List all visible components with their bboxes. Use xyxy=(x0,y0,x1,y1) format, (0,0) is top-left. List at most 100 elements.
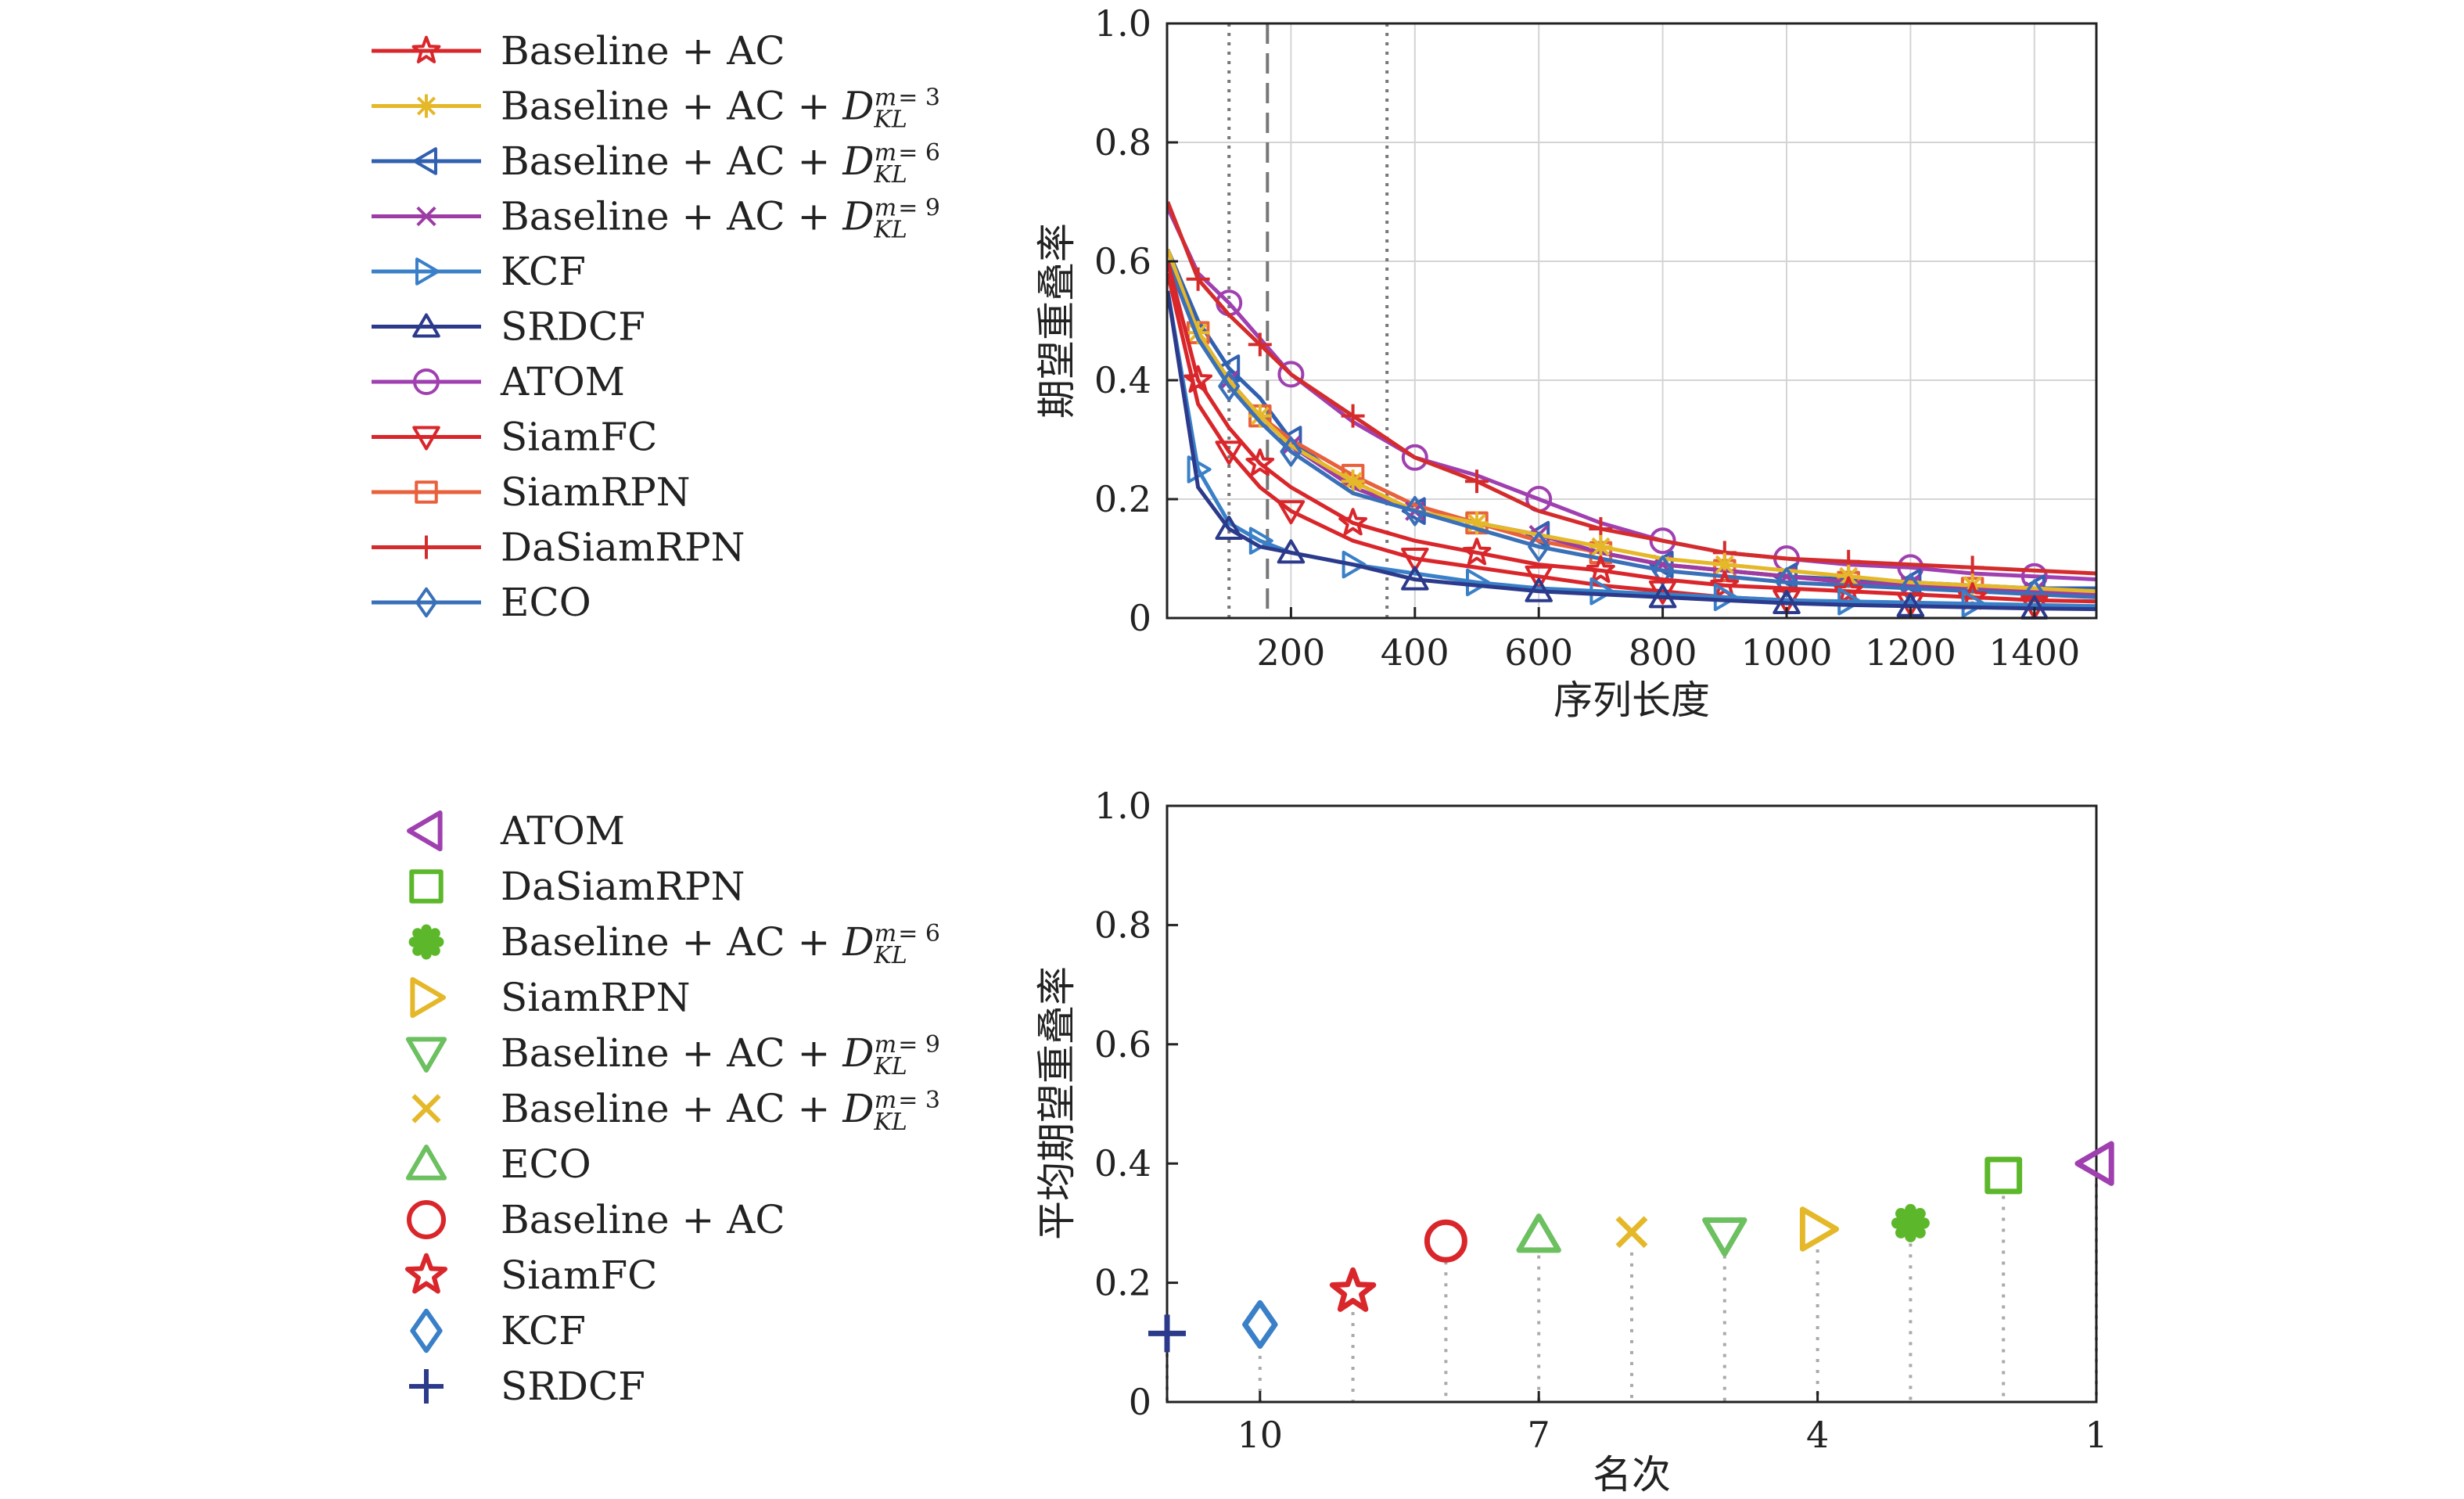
line-baseline-ac-d-kl-m-9 xyxy=(1166,248,2097,597)
legend-item-baseline-ac: Baseline + AC xyxy=(372,28,785,74)
legend-item-eco: ECO xyxy=(405,1141,591,1187)
point-kcf-7 xyxy=(1466,568,1490,597)
point-eco-2 xyxy=(1218,371,1241,401)
legend-label: Baseline + AC xyxy=(501,28,785,74)
point-siamfc-6 xyxy=(1401,548,1429,572)
legend-label: ATOM xyxy=(500,808,625,854)
y-tick-label: 1.0 xyxy=(1094,785,1151,827)
legend-label: SiamRPN xyxy=(501,469,691,515)
point-kcf-13 xyxy=(1837,587,1862,616)
legend-item-dasiamrpn: DaSiamRPN xyxy=(372,525,745,570)
legend-marker xyxy=(408,924,444,960)
y-tick-label: 1.0 xyxy=(1094,2,1151,45)
rank-point-baseline-ac xyxy=(1424,1219,1467,1263)
x-tick-label: 4 xyxy=(1806,1414,1829,1456)
legend-marker xyxy=(411,1094,441,1123)
legend-label: KCF xyxy=(501,1308,586,1353)
point-dasiamrpn-5 xyxy=(1341,404,1365,428)
legend-label: Baseline + AC + DKLm= 9 xyxy=(501,1030,940,1080)
curve-baseline-ac-d-kl-m-3 xyxy=(1166,248,2097,598)
point-baseline-ac-5 xyxy=(1338,508,1368,536)
legend-item-eco: ECO xyxy=(372,580,591,625)
line-kcf xyxy=(1166,290,2097,609)
legend-marker xyxy=(415,94,438,118)
legend-marker xyxy=(409,869,444,904)
legend-label: Baseline + AC + DKLm= 6 xyxy=(501,138,940,189)
y-tick-label: 0.2 xyxy=(1094,1262,1151,1304)
legend-item-baseline-ac-kl-3: Baseline + AC + DKLm= 3 xyxy=(372,84,940,134)
curve-baseline-ac-d-kl-m-6 xyxy=(1166,248,2096,602)
x-tick-label: 7 xyxy=(1528,1414,1550,1456)
curve-srdcf xyxy=(1166,290,2097,620)
point-atom-4 xyxy=(1277,361,1305,388)
top-axis-ticks: 200 400 600 800 1000 1200 1400 0 0.2 0.4 0.6 0.8 1.0 xyxy=(1094,2,2080,674)
legend-item-atom: ATOM xyxy=(372,359,625,404)
legend-marker xyxy=(415,480,438,504)
y-tick-label: 0.2 xyxy=(1094,478,1151,520)
bottom-y-axis-label: 平均期望重叠率 xyxy=(1034,966,1079,1240)
point-dasiamrpn-3 xyxy=(1248,333,1272,357)
legend-marker xyxy=(411,35,441,63)
curve-siamrpn xyxy=(1166,248,2097,600)
point-baseline-ac-3 xyxy=(1245,448,1275,476)
legend-item-baseline-ac-kl-6: Baseline + AC + DKLm= 6 xyxy=(372,138,940,189)
legend-marker xyxy=(407,1200,446,1239)
legend-marker xyxy=(410,1308,443,1353)
legend-item-kcf: KCF xyxy=(410,1308,586,1353)
legend-marker xyxy=(407,810,443,852)
legend-item-siamrpn: SiamRPN xyxy=(372,469,691,515)
point-eco-4 xyxy=(1280,436,1302,467)
legend-item-siamfc: SiamFC xyxy=(404,1253,657,1298)
point-srdcf-6 xyxy=(1401,566,1429,591)
rank-point-siamfc xyxy=(1329,1267,1377,1312)
x-tick-label: 1 xyxy=(2085,1414,2107,1456)
line-baseline-ac-d-kl-m-6 xyxy=(1166,248,2096,591)
overlap-curves xyxy=(1166,201,2097,620)
curve-baseline-ac-d-kl-m-9 xyxy=(1166,248,2097,602)
x-tick-label: 1200 xyxy=(1865,631,1956,674)
legend-label: DaSiamRPN xyxy=(501,525,745,570)
legend-label: DaSiamRPN xyxy=(501,864,745,909)
point-eco-6 xyxy=(1403,495,1426,527)
line-siamrpn xyxy=(1166,248,2097,597)
point-dasiamrpn-7 xyxy=(1465,469,1489,494)
legend-item-siamfc: SiamFC xyxy=(372,415,657,460)
legend-marker xyxy=(416,206,436,227)
top-plot-frame xyxy=(1166,22,2098,620)
rank-point-dasiamrpn xyxy=(1984,1156,2023,1195)
legend-item-baseline-ac-kl-9: Baseline + AC + DKLm= 9 xyxy=(405,1030,940,1080)
legend-label: Baseline + AC + DKLm= 3 xyxy=(501,84,940,134)
y-tick-label: 0.8 xyxy=(1094,904,1151,946)
y-tick-label: 0.6 xyxy=(1094,1023,1151,1066)
legend-item-baseline-ac: Baseline + AC xyxy=(407,1197,785,1242)
bottom-legend: ATOM DaSiamRPN Baseline + AC + DKLm= 6 Siam… xyxy=(404,808,940,1409)
top-x-axis-label: 序列长度 xyxy=(1553,678,1710,723)
point-siamfc-4 xyxy=(1277,500,1306,525)
x-tick-label: 1400 xyxy=(1988,631,2080,674)
legend-marker xyxy=(415,587,437,618)
rank-point-eco xyxy=(1516,1213,1561,1253)
point-kcf-11 xyxy=(1713,583,1738,612)
rank-point-atom xyxy=(2074,1141,2114,1186)
legend-label: SRDCF xyxy=(501,1364,645,1409)
legend-label: KCF xyxy=(501,249,586,294)
point-kcf-9 xyxy=(1589,577,1615,606)
average-expected-overlap-ranking-chart: 10 7 4 100.20.40.60.81.0 名次 平均期望重叠率 ATOMDaS… xyxy=(404,785,2114,1497)
legend-item-baseline-ac-kl-6: Baseline + AC + DKLm= 6 xyxy=(408,919,940,969)
point-srdcf-8 xyxy=(1525,577,1553,602)
legend-label: ECO xyxy=(501,580,591,625)
rank-point-kcf xyxy=(1242,1299,1278,1350)
bottom-axis-ticks: 10 7 4 100.20.40.60.81.0 xyxy=(1094,785,2108,1456)
line-srdcf xyxy=(1166,290,2097,612)
y-tick-label: 0.4 xyxy=(1094,359,1151,401)
sequence-length-range-lines xyxy=(1227,23,1389,618)
expected-overlap-curve-chart: 200 400 600 800 1000 1200 1400 0 0.2 0.4 0.6 0.8 1.0… xyxy=(372,2,2098,723)
top-grid xyxy=(1167,23,2096,619)
legend-label: Baseline + AC + DKLm= 6 xyxy=(501,919,940,969)
y-tick-label: 0.4 xyxy=(1094,1142,1151,1184)
legend-label: Baseline + AC xyxy=(501,1197,785,1242)
point-baseline-ac-d-kl-m-3-5 xyxy=(1341,469,1365,494)
legend-item-baseline-ac-kl-9: Baseline + AC + DKLm= 9 xyxy=(372,194,940,244)
point-eco-12 xyxy=(1776,567,1798,598)
